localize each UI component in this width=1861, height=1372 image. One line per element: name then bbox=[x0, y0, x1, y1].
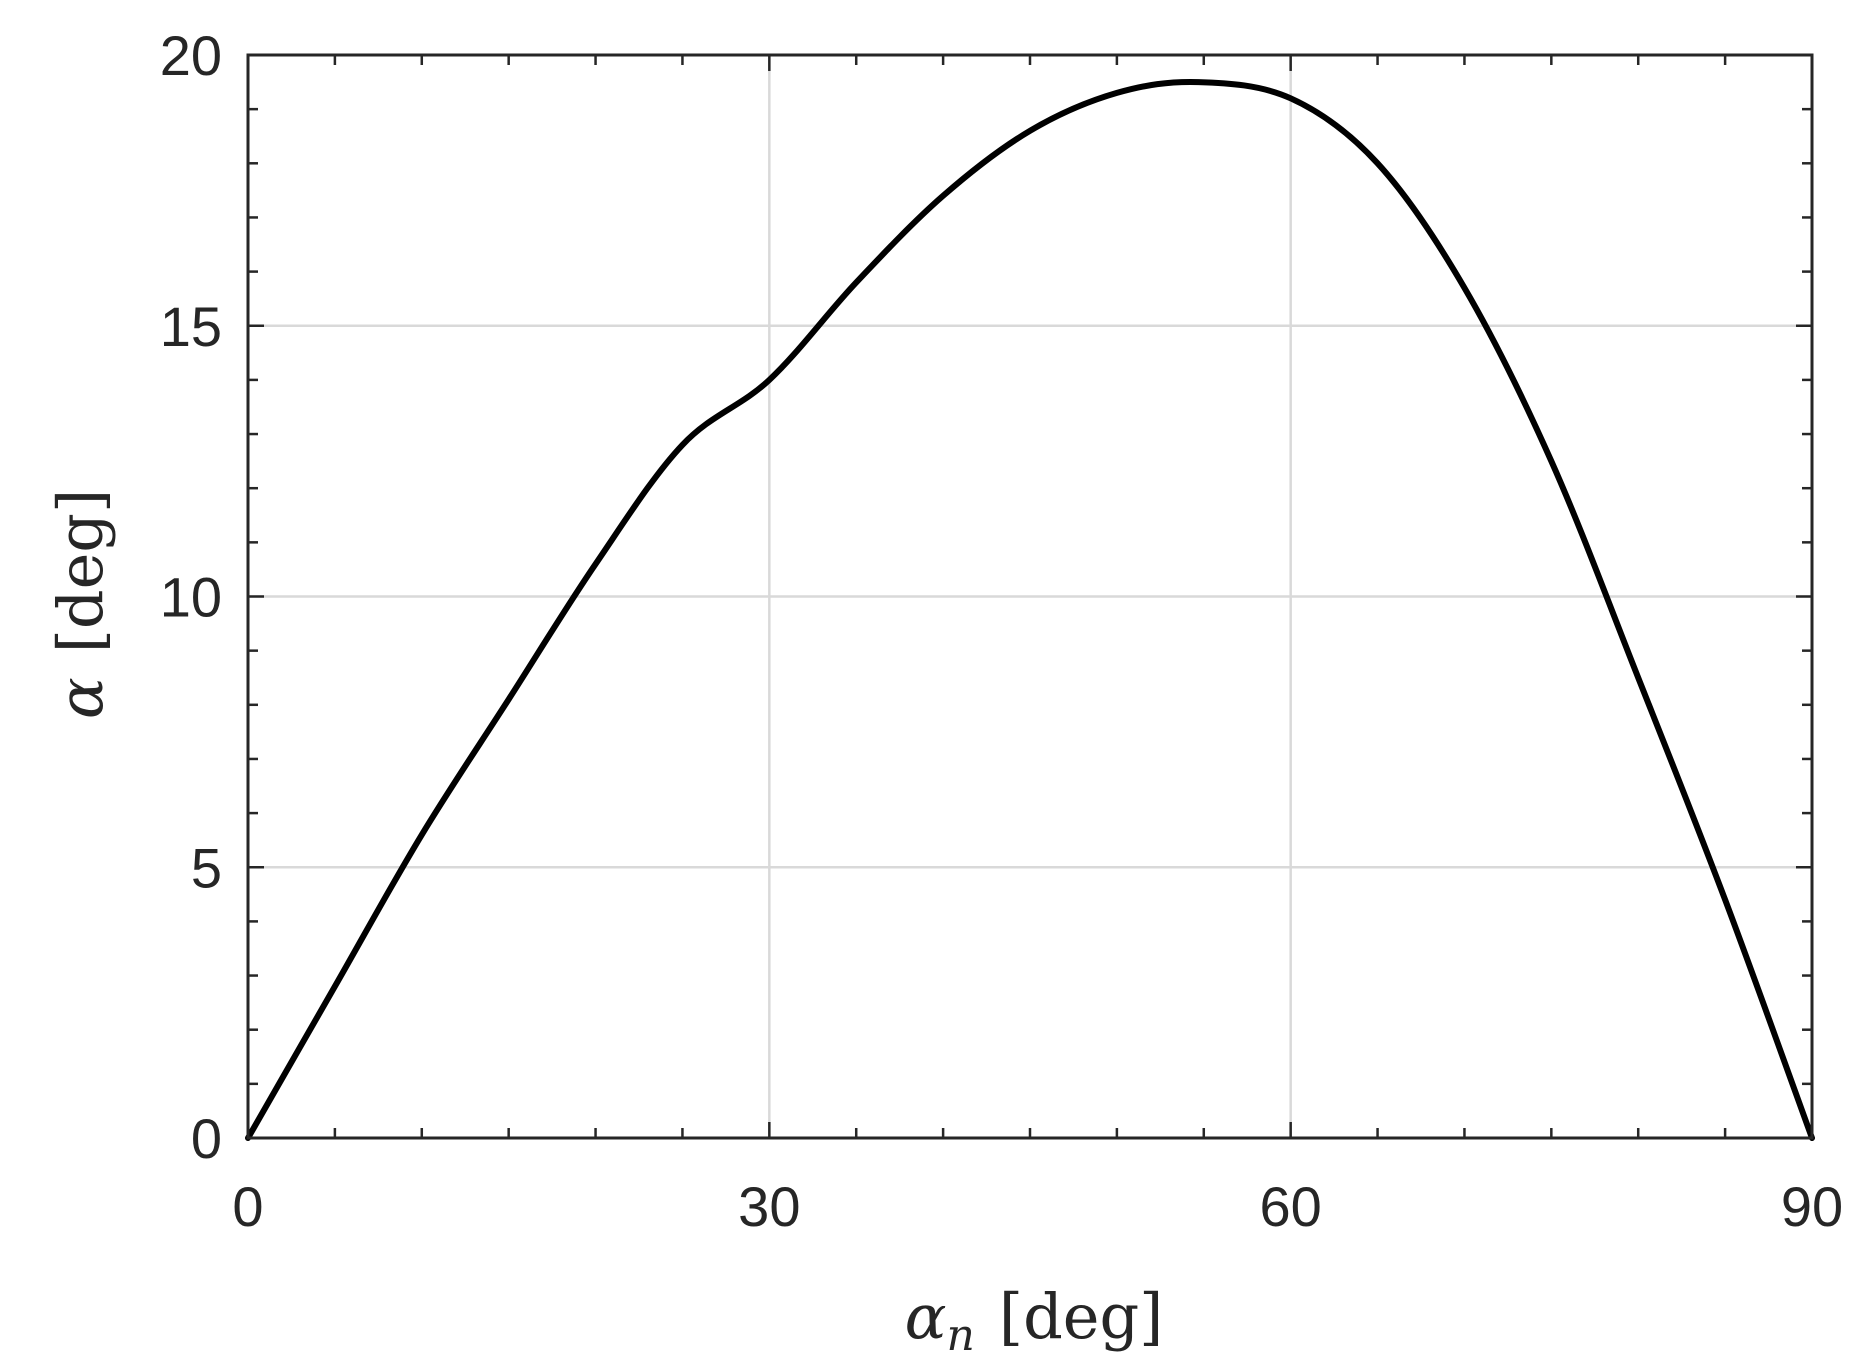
y-axis-label-unit: [deg] bbox=[44, 489, 117, 653]
series-line bbox=[245, 78, 1815, 1141]
y-tick-label: 10 bbox=[160, 566, 222, 629]
x-axis-label-symbol: α bbox=[905, 1280, 947, 1353]
x-tick-label: 90 bbox=[1781, 1175, 1843, 1238]
x-axis-label: αn [deg] bbox=[905, 1280, 1164, 1361]
y-tick-labels: 0 5 10 15 20 bbox=[160, 24, 222, 1170]
x-tick-label: 0 bbox=[232, 1175, 263, 1238]
x-axis-label-subscript: n bbox=[947, 1310, 975, 1361]
series-layer bbox=[245, 78, 1815, 1141]
x-tick-labels: 0 30 60 90 bbox=[232, 1175, 1843, 1238]
y-axis-label: α [deg] bbox=[44, 489, 117, 719]
y-tick-label: 15 bbox=[160, 295, 222, 358]
y-tick-label: 20 bbox=[160, 24, 222, 87]
x-tick-label: 30 bbox=[738, 1175, 800, 1238]
y-tick-label: 0 bbox=[191, 1107, 222, 1170]
plot-area-frame bbox=[246, 53, 1814, 1140]
y-tick-label: 5 bbox=[191, 836, 222, 899]
x-axis-label-unit: [deg] bbox=[999, 1280, 1163, 1353]
grid-lines bbox=[248, 55, 1812, 1138]
y-axis-label-symbol: α bbox=[44, 677, 117, 719]
x-tick-label: 60 bbox=[1260, 1175, 1322, 1238]
